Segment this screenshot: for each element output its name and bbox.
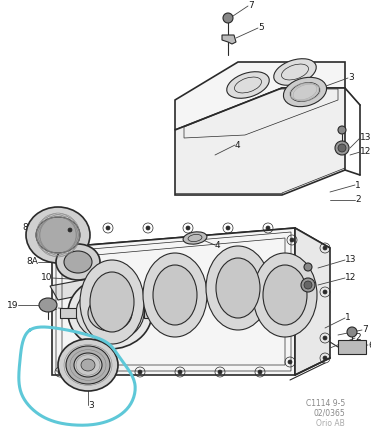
Circle shape bbox=[323, 290, 327, 294]
Circle shape bbox=[146, 226, 150, 230]
Polygon shape bbox=[338, 340, 366, 354]
Circle shape bbox=[304, 263, 312, 271]
Text: 3: 3 bbox=[88, 400, 94, 409]
Text: C1114 9-5: C1114 9-5 bbox=[306, 399, 345, 408]
Ellipse shape bbox=[58, 339, 118, 391]
Circle shape bbox=[178, 370, 182, 374]
Ellipse shape bbox=[183, 232, 207, 244]
Ellipse shape bbox=[143, 253, 207, 337]
Text: 1: 1 bbox=[355, 181, 361, 190]
Text: 13: 13 bbox=[345, 255, 357, 264]
Text: 6: 6 bbox=[368, 341, 371, 350]
Polygon shape bbox=[50, 272, 132, 300]
Polygon shape bbox=[60, 308, 76, 318]
Text: 8: 8 bbox=[22, 224, 28, 233]
Circle shape bbox=[335, 141, 349, 155]
Text: 12: 12 bbox=[360, 147, 371, 157]
Text: 11: 11 bbox=[46, 304, 58, 313]
Circle shape bbox=[323, 246, 327, 250]
Circle shape bbox=[218, 370, 222, 374]
Circle shape bbox=[226, 226, 230, 230]
Ellipse shape bbox=[263, 265, 307, 325]
Polygon shape bbox=[52, 228, 330, 248]
Ellipse shape bbox=[88, 295, 132, 331]
Ellipse shape bbox=[64, 251, 92, 273]
Ellipse shape bbox=[227, 72, 269, 98]
Text: 3: 3 bbox=[348, 74, 354, 83]
Ellipse shape bbox=[206, 246, 270, 330]
Text: 19: 19 bbox=[7, 301, 18, 310]
Ellipse shape bbox=[81, 359, 95, 371]
Circle shape bbox=[323, 336, 327, 340]
Circle shape bbox=[288, 360, 292, 364]
Circle shape bbox=[266, 226, 270, 230]
Ellipse shape bbox=[66, 346, 110, 384]
Ellipse shape bbox=[80, 260, 144, 344]
Text: 2: 2 bbox=[355, 334, 361, 343]
Text: 12: 12 bbox=[345, 273, 357, 283]
Polygon shape bbox=[144, 308, 160, 318]
Ellipse shape bbox=[274, 59, 316, 85]
Text: 10: 10 bbox=[40, 273, 52, 283]
Text: 7: 7 bbox=[248, 1, 254, 10]
Ellipse shape bbox=[216, 258, 260, 318]
Circle shape bbox=[338, 144, 346, 152]
Text: 4: 4 bbox=[215, 240, 221, 249]
Polygon shape bbox=[295, 228, 330, 375]
Ellipse shape bbox=[68, 277, 152, 349]
Ellipse shape bbox=[76, 285, 144, 341]
Ellipse shape bbox=[56, 244, 100, 280]
Circle shape bbox=[138, 370, 142, 374]
Text: 8A: 8A bbox=[26, 258, 38, 267]
Circle shape bbox=[338, 126, 346, 134]
Ellipse shape bbox=[90, 272, 134, 332]
Text: 2: 2 bbox=[355, 196, 361, 205]
Text: 5: 5 bbox=[258, 24, 264, 33]
Ellipse shape bbox=[36, 217, 80, 253]
Ellipse shape bbox=[283, 77, 326, 107]
Circle shape bbox=[258, 370, 262, 374]
Text: 02/0365: 02/0365 bbox=[313, 408, 345, 418]
Ellipse shape bbox=[153, 265, 197, 325]
Circle shape bbox=[58, 370, 62, 374]
Text: 7: 7 bbox=[362, 326, 368, 335]
Circle shape bbox=[347, 327, 357, 337]
Circle shape bbox=[186, 226, 190, 230]
Circle shape bbox=[98, 370, 102, 374]
Polygon shape bbox=[175, 88, 345, 195]
Text: 1: 1 bbox=[345, 313, 351, 322]
Ellipse shape bbox=[253, 253, 317, 337]
Ellipse shape bbox=[39, 298, 57, 312]
Circle shape bbox=[68, 228, 72, 232]
Polygon shape bbox=[222, 35, 236, 44]
Circle shape bbox=[106, 226, 110, 230]
Text: 13: 13 bbox=[360, 133, 371, 142]
Ellipse shape bbox=[26, 207, 90, 263]
Polygon shape bbox=[52, 228, 295, 375]
Circle shape bbox=[223, 13, 233, 23]
Text: Orio AB: Orio AB bbox=[316, 418, 345, 427]
Text: 4: 4 bbox=[235, 141, 241, 150]
Circle shape bbox=[323, 356, 327, 360]
Circle shape bbox=[301, 278, 315, 292]
Polygon shape bbox=[175, 62, 345, 130]
Circle shape bbox=[290, 238, 294, 242]
Circle shape bbox=[304, 281, 312, 289]
Ellipse shape bbox=[74, 353, 102, 377]
